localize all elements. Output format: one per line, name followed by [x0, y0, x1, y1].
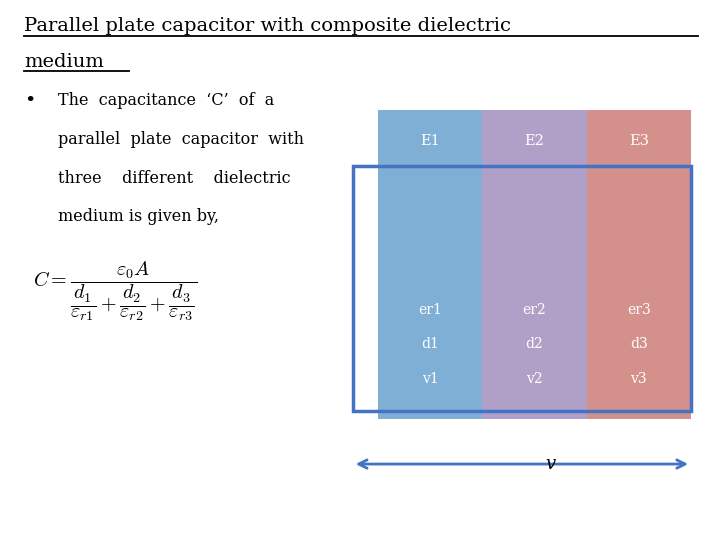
Bar	[587, 111, 691, 419]
Text: d3: d3	[630, 338, 648, 352]
Text: er2: er2	[523, 303, 546, 317]
Text: three    different    dielectric: three different dielectric	[58, 170, 290, 186]
Bar	[353, 166, 691, 411]
Text: •: •	[24, 92, 35, 110]
Text: d1: d1	[421, 338, 439, 352]
Text: v2: v2	[526, 372, 543, 386]
Text: d2: d2	[526, 338, 543, 352]
Bar	[482, 111, 587, 419]
Text: medium is given by,: medium is given by,	[58, 208, 219, 225]
Text: v1: v1	[421, 372, 438, 386]
Bar	[378, 111, 482, 419]
Text: E3: E3	[629, 134, 649, 149]
Text: $C = \dfrac{\varepsilon_0 A}{\dfrac{d_1}{\varepsilon_{r1}} + \dfrac{d_2}{\vareps: $C = \dfrac{\varepsilon_0 A}{\dfrac{d_1}…	[32, 259, 197, 323]
Text: Parallel plate capacitor with composite dielectric: Parallel plate capacitor with composite …	[24, 17, 511, 36]
Text: er3: er3	[627, 303, 651, 317]
Text: v: v	[545, 455, 555, 473]
Text: E2: E2	[524, 134, 544, 149]
Text: parallel  plate  capacitor  with: parallel plate capacitor with	[58, 131, 304, 148]
Text: medium: medium	[24, 53, 104, 71]
Text: v3: v3	[631, 372, 647, 386]
Text: E1: E1	[420, 134, 440, 149]
Text: The  capacitance  ‘C’  of  a: The capacitance ‘C’ of a	[58, 92, 274, 109]
Text: er1: er1	[418, 303, 442, 317]
